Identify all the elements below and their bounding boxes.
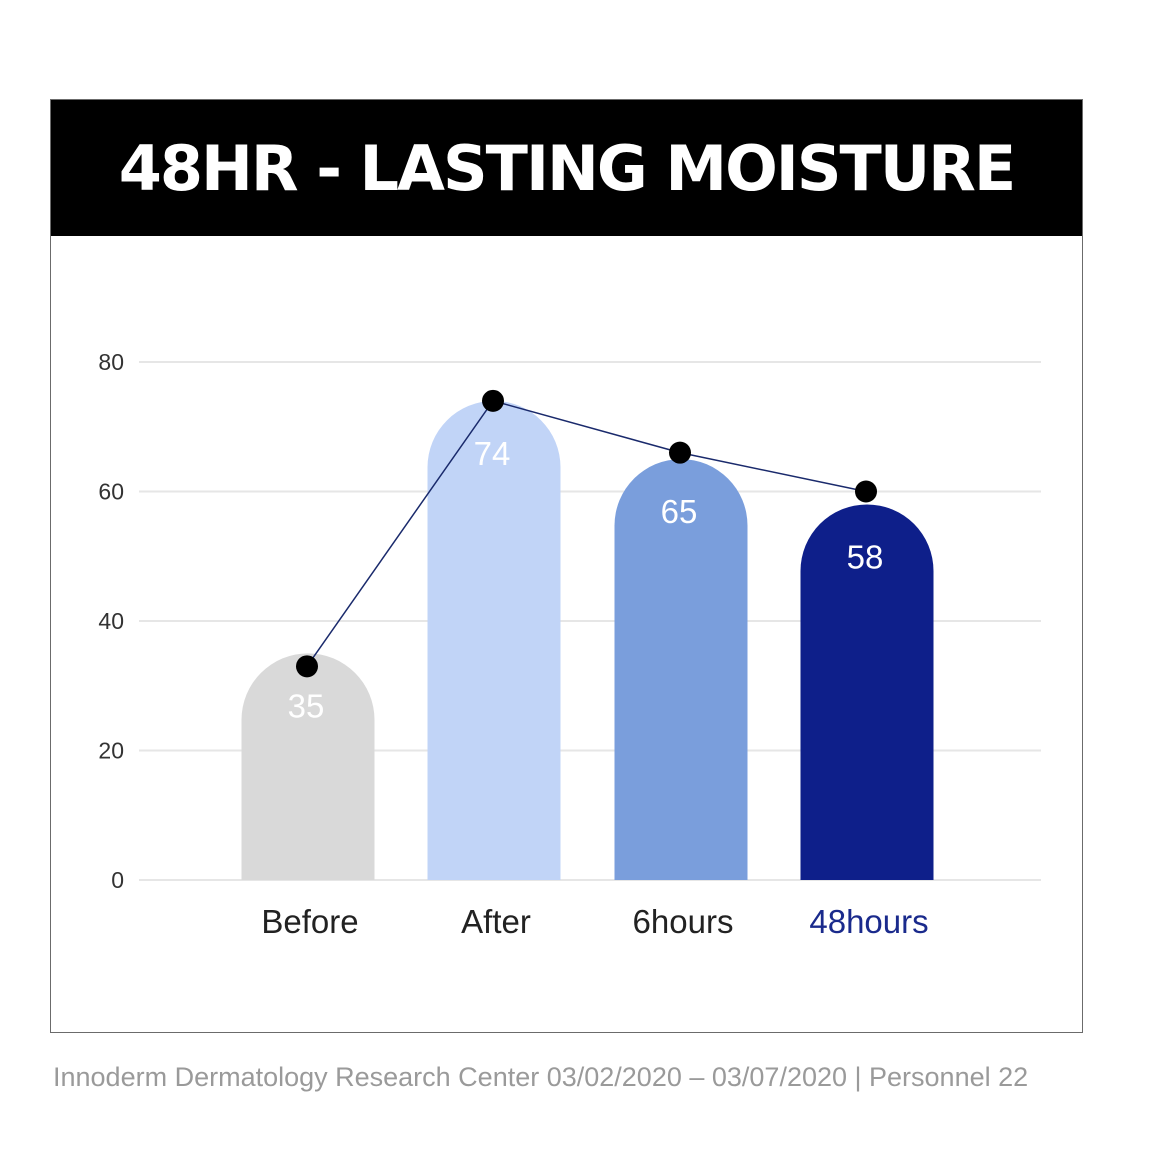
trend-marker-48hours	[855, 480, 877, 503]
data-label-before: 35	[288, 687, 325, 724]
footer-source: Innoderm Dermatology Research Center 03/…	[53, 1062, 1029, 1092]
bar-chart: 0 20 40 60 80 35 Before 74 After 65 6hours 58 48hour…	[98, 349, 1041, 940]
chart-title: 48HR - LASTING MOISTURE	[118, 131, 1017, 205]
y-tick-label-20: 20	[98, 738, 124, 764]
y-tick-label-60: 60	[98, 479, 124, 505]
y-tick-label-0: 0	[111, 867, 124, 893]
bar-48hours	[800, 504, 934, 880]
trend-line	[306, 399, 867, 667]
x-tick-label-after: After	[461, 903, 531, 940]
data-label-6hours: 65	[661, 493, 698, 530]
bar-after	[427, 400, 561, 880]
bar-6hours	[614, 459, 748, 880]
chart-frame: 48HR - LASTING MOISTURE 0 20 40 60 80 35 Befor…	[50, 99, 1083, 1033]
data-label-after: 74	[474, 435, 511, 472]
bar-before	[241, 653, 375, 880]
trend-marker-6hours	[669, 441, 691, 464]
x-tick-label-before: Before	[261, 903, 358, 940]
x-tick-label-6hours: 6hours	[633, 903, 734, 940]
trend-marker-after	[482, 389, 504, 412]
x-tick-label-48hours: 48hours	[809, 903, 928, 940]
title-bar: 48HR - LASTING MOISTURE	[51, 100, 1082, 236]
trend-marker-before	[296, 655, 318, 678]
y-tick-label-40: 40	[98, 608, 124, 634]
data-label-48hours: 58	[847, 538, 884, 575]
y-tick-label-80: 80	[98, 349, 124, 375]
